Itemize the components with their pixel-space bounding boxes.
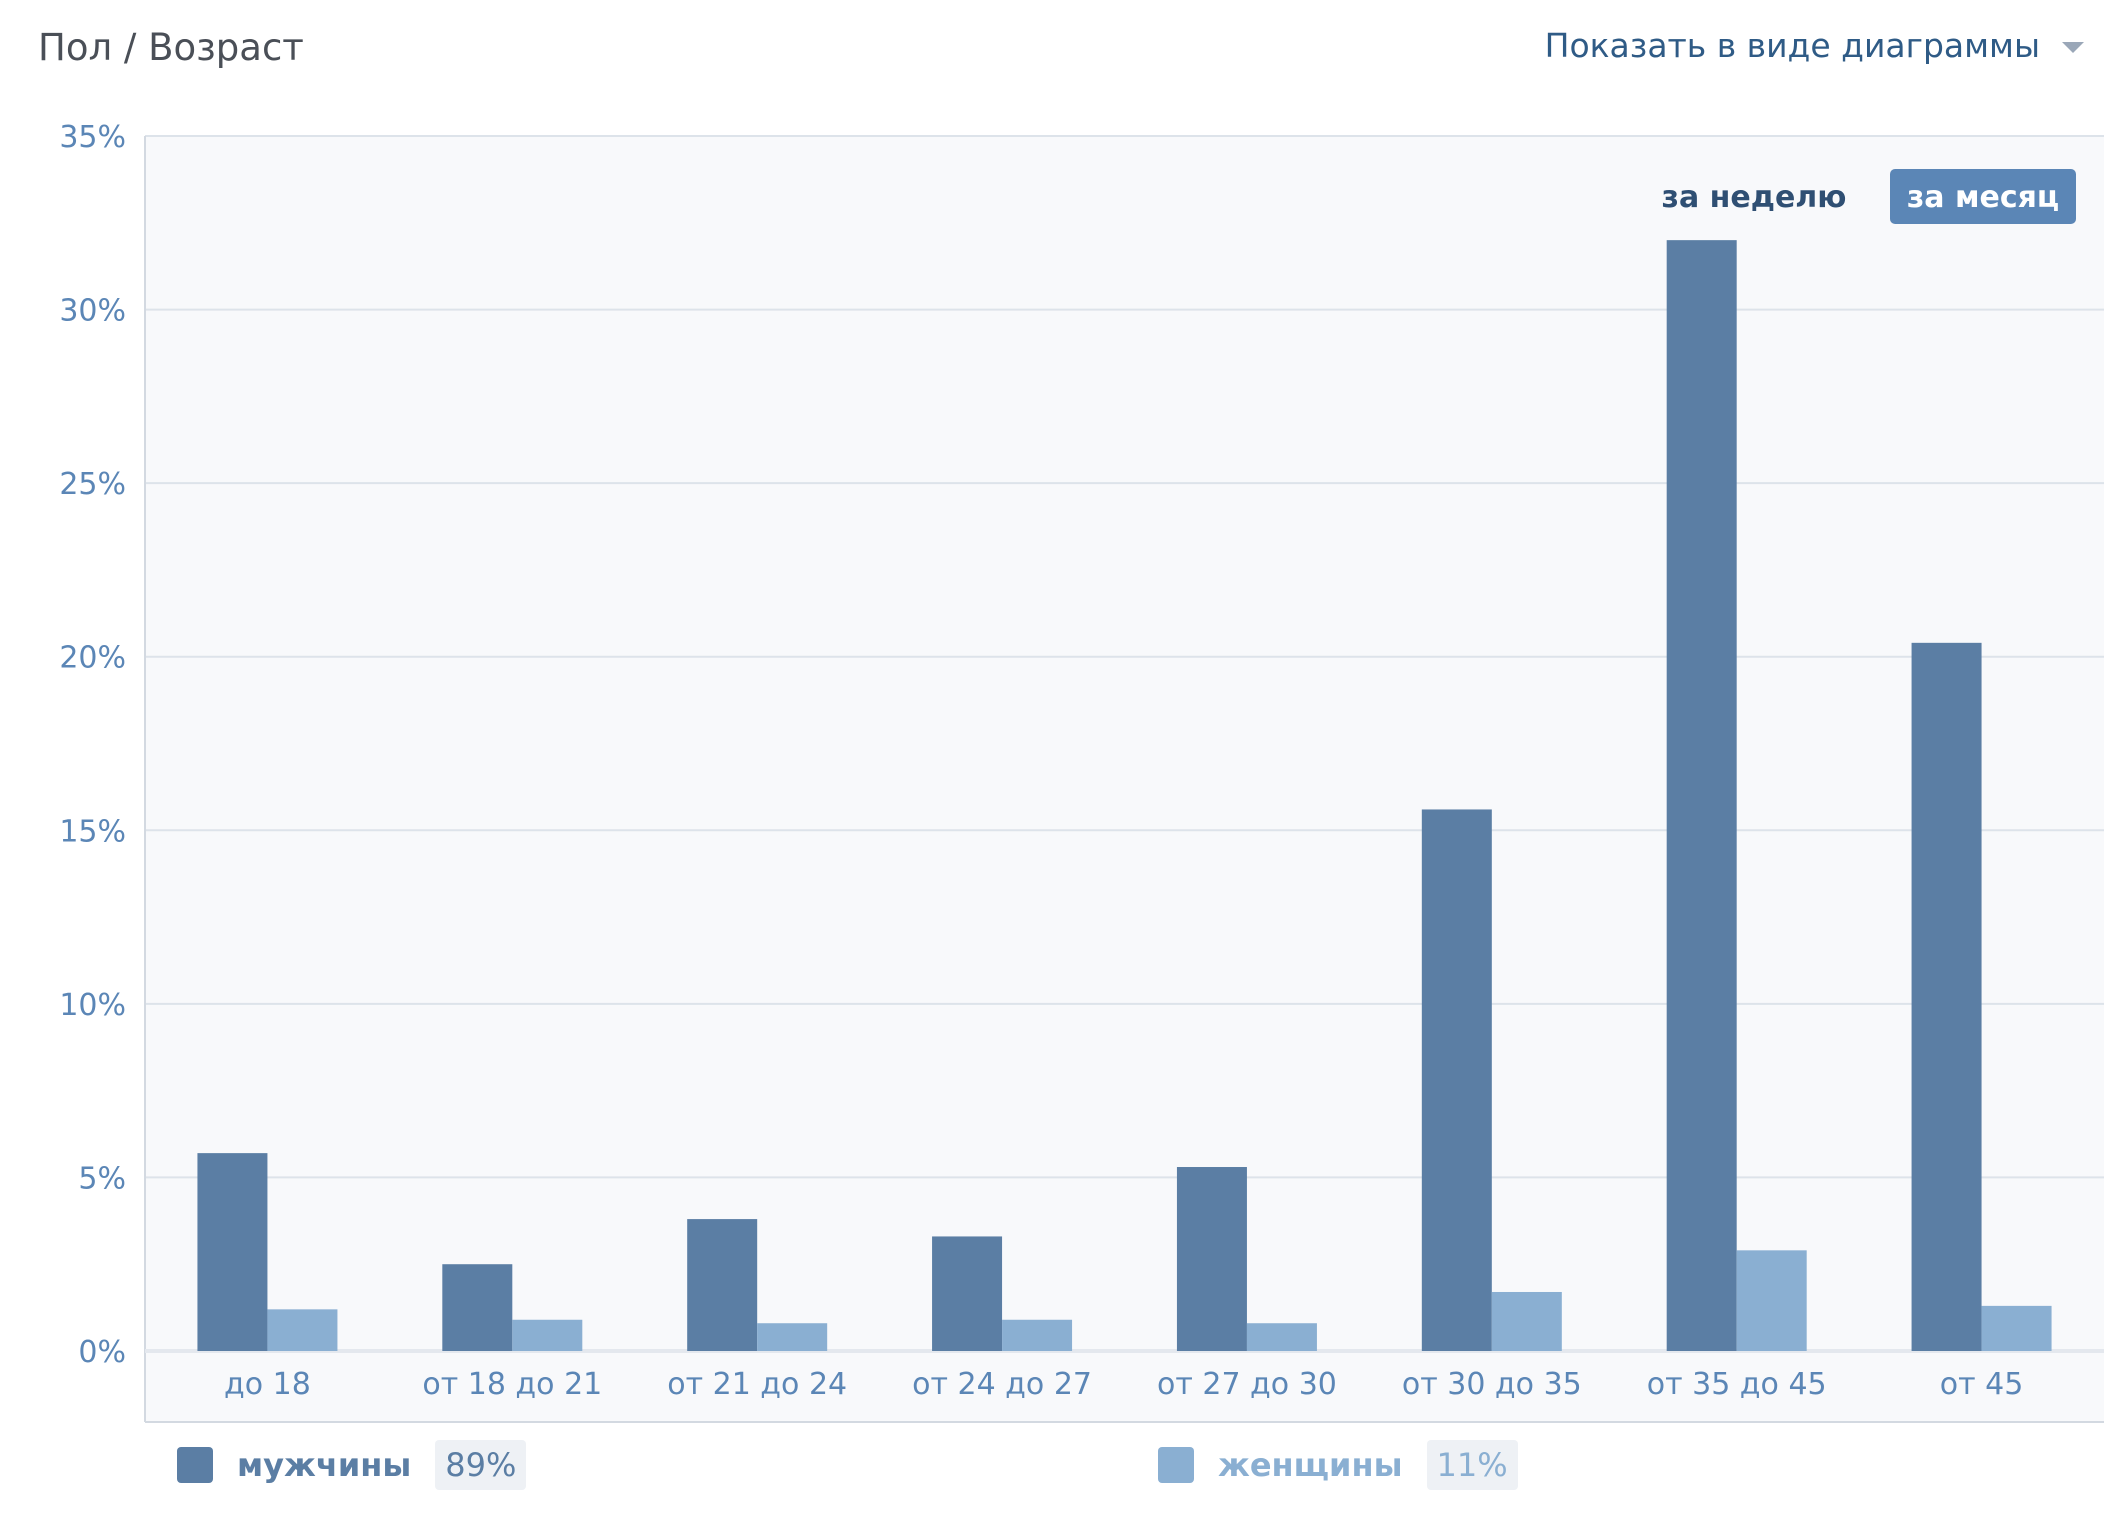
page-title: Пол / Возраст xyxy=(38,26,304,69)
legend-percent-women: 11% xyxy=(1426,1440,1518,1490)
bar-women[interactable] xyxy=(267,1309,338,1351)
bar-women[interactable] xyxy=(1491,1291,1562,1351)
tab-month[interactable]: за месяц xyxy=(1907,180,2059,215)
x-tick-label: от 30 до 35 xyxy=(1402,1367,1582,1402)
gender-age-bar-chart: 0% 5% 10% 15% 20% 25% 30% 35% до 18 от 18 до 21 от… xyxy=(59,120,2104,1423)
y-tick-label: 30% xyxy=(59,294,126,329)
bar-women[interactable] xyxy=(1736,1250,1807,1351)
y-tick-label: 20% xyxy=(59,641,126,676)
bar-men[interactable] xyxy=(442,1264,513,1351)
bar-men[interactable] xyxy=(1666,240,1737,1352)
plot-area xyxy=(145,136,2104,1422)
x-tick-label: от 18 до 21 xyxy=(422,1367,602,1402)
bar-women[interactable] xyxy=(512,1319,583,1351)
x-tick-label: от 24 до 27 xyxy=(912,1367,1092,1402)
x-tick-label: от 21 до 24 xyxy=(667,1367,847,1402)
y-tick-label: 25% xyxy=(59,467,126,502)
bar-women[interactable] xyxy=(757,1323,828,1351)
tab-week[interactable]: за неделю xyxy=(1662,180,1847,215)
y-tick-label: 10% xyxy=(59,988,126,1023)
x-tick-label: от 27 до 30 xyxy=(1157,1367,1337,1402)
bar-women[interactable] xyxy=(1002,1319,1073,1351)
bar-women[interactable] xyxy=(1246,1323,1317,1351)
view-mode-dropdown[interactable]: Показать в виде диаграммы xyxy=(1545,26,2084,65)
bar-men[interactable] xyxy=(687,1219,758,1351)
legend-item-men[interactable]: мужчины 89% xyxy=(177,1440,527,1490)
bar-men[interactable] xyxy=(1911,642,1982,1351)
legend-label-women: женщины xyxy=(1218,1446,1403,1484)
view-mode-label: Показать в виде диаграммы xyxy=(1544,26,2040,65)
y-tick-label: 15% xyxy=(59,814,126,849)
y-tick-label: 0% xyxy=(78,1335,126,1370)
legend-swatch-women xyxy=(1158,1447,1194,1483)
y-tick-label: 5% xyxy=(78,1161,126,1196)
tab-month-button[interactable] xyxy=(1890,169,2076,224)
bar-men[interactable] xyxy=(932,1236,1003,1351)
x-tick-label: от 35 до 45 xyxy=(1647,1367,1827,1402)
chart-legend: мужчины 89% женщины 11% xyxy=(0,1440,2118,1500)
x-tick-label: от 45 xyxy=(1940,1367,2024,1402)
legend-swatch-men xyxy=(177,1447,213,1483)
y-tick-label: 35% xyxy=(59,120,126,155)
x-tick-label: до 18 xyxy=(224,1367,311,1402)
legend-item-women[interactable]: женщины 11% xyxy=(1158,1440,1518,1490)
bar-men[interactable] xyxy=(197,1153,268,1351)
bar-men[interactable] xyxy=(1176,1167,1247,1351)
chevron-down-icon xyxy=(2062,42,2084,53)
bar-women[interactable] xyxy=(1981,1305,2052,1351)
legend-percent-men: 89% xyxy=(435,1440,527,1490)
legend-label-men: мужчины xyxy=(237,1446,412,1484)
bar-men[interactable] xyxy=(1421,809,1492,1351)
